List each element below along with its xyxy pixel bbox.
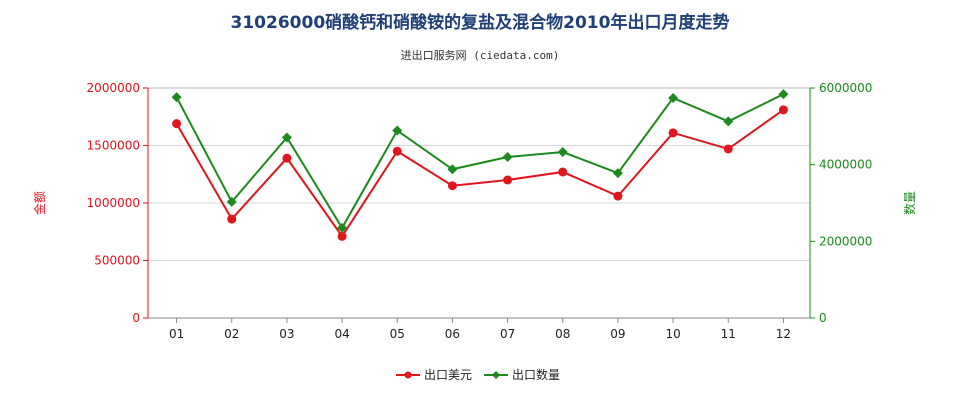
left-tick-label-1: 500000: [94, 254, 140, 268]
series-1-point-10: [668, 92, 679, 103]
series-0-point-03: [282, 153, 292, 163]
x-tick-label-12: 12: [776, 327, 791, 341]
right-axis-ticks: 0 2000000 4000000 6000000: [810, 81, 872, 325]
series-1-point-12: [778, 89, 789, 100]
series-0-point-04: [337, 231, 347, 241]
right-tick-label-3: 6000000: [819, 81, 872, 95]
series-1-point-09: [612, 168, 623, 179]
left-tick-label-0: 0: [132, 311, 140, 325]
series-1-point-03: [281, 132, 292, 143]
x-tick-label-11: 11: [721, 327, 736, 341]
x-tick-label-02: 02: [224, 327, 239, 341]
right-tick-label-1: 2000000: [819, 234, 872, 248]
x-axis-ticks: 01 02 03 04 05 06 07 08 09 10 11 12: [169, 318, 791, 341]
left-tick-label-3: 1500000: [87, 139, 140, 153]
series-1-point-07: [502, 152, 513, 162]
right-tick-label-0: 0: [819, 311, 827, 325]
right-axis-title: 数量: [902, 191, 917, 215]
legend: 出口美元 出口数量: [396, 367, 560, 382]
right-tick-label-2: 4000000: [819, 158, 872, 172]
series-0-point-09: [613, 191, 623, 201]
left-tick-label-4: 2000000: [87, 81, 140, 95]
series-0-point-05: [392, 146, 402, 156]
series-0-point-10: [668, 128, 678, 138]
series-line-0: [175, 109, 784, 239]
legend-label-usd: 出口美元: [424, 368, 472, 382]
x-tick-label-07: 07: [500, 327, 515, 341]
x-tick-label-03: 03: [279, 327, 294, 341]
series-1-point-11: [723, 116, 734, 127]
x-tick-label-05: 05: [390, 327, 405, 341]
chart-subtitle: 进出口服务网 (ciedata.com): [401, 48, 560, 62]
series-0-point-07: [503, 175, 513, 185]
series-1: [171, 89, 789, 233]
x-tick-label-01: 01: [169, 327, 184, 341]
series-line-1: [175, 93, 784, 230]
series-1-point-04: [337, 222, 348, 233]
series-1-point-01: [171, 92, 182, 103]
legend-item-usd[interactable]: 出口美元: [396, 368, 472, 382]
legend-marker-quantity: [492, 371, 500, 379]
x-tick-label-04: 04: [334, 327, 349, 341]
series-1-point-02: [226, 196, 237, 207]
x-tick-label-10: 10: [665, 327, 680, 341]
series-0-point-01: [172, 119, 182, 129]
left-axis-ticks: 0 500000 1000000 1500000 2000000: [87, 81, 148, 325]
series-0: [172, 105, 788, 241]
series-1-point-08: [557, 147, 568, 158]
series-0-point-11: [723, 144, 733, 154]
left-axis-title: 金额: [32, 191, 47, 215]
x-tick-label-06: 06: [445, 327, 460, 341]
series-1-point-06: [447, 164, 458, 175]
series-layer: [171, 89, 789, 241]
left-tick-label-2: 1000000: [87, 196, 140, 210]
chart-title: 31026000硝酸钙和硝酸铵的复盐及混合物2010年出口月度走势: [231, 12, 730, 33]
legend-marker-usd: [404, 371, 412, 379]
series-0-point-06: [447, 181, 457, 191]
series-0-point-08: [558, 167, 568, 177]
series-0-point-02: [227, 214, 237, 224]
x-tick-label-09: 09: [610, 327, 625, 341]
legend-label-quantity: 出口数量: [512, 367, 560, 382]
series-0-point-12: [778, 105, 788, 115]
x-tick-label-08: 08: [555, 327, 570, 341]
legend-item-quantity[interactable]: 出口数量: [484, 367, 560, 382]
series-1-point-05: [392, 125, 403, 136]
